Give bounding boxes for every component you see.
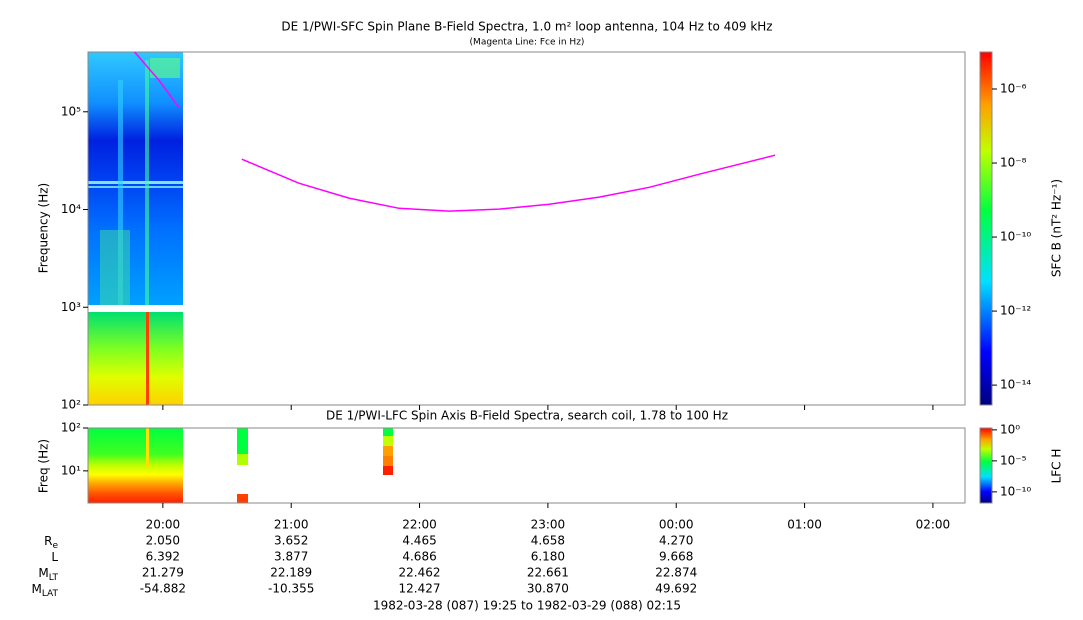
ephemeris-value: 4.270 — [659, 534, 693, 548]
colorbar-tick-label: 10⁻¹⁰ — [1000, 484, 1031, 498]
ephemeris-label: L — [51, 550, 58, 564]
ephemeris-label: MLT — [38, 566, 58, 583]
ephemeris-value: -54.882 — [140, 582, 186, 596]
y-axis-label: Freq (Hz) — [37, 439, 51, 493]
ephemeris-value: 3.877 — [274, 550, 308, 564]
colorbar — [980, 428, 992, 503]
x-tick-label: 00:00 — [659, 518, 694, 532]
y-tick-label: 10⁴ — [61, 202, 81, 216]
chart-title: DE 1/PWI-SFC Spin Plane B-Field Spectra,… — [281, 20, 772, 34]
ephemeris-value: 2.050 — [146, 534, 180, 548]
colorbar-tick-label: 10⁻¹⁰ — [1000, 230, 1031, 244]
y-tick-label: 10² — [61, 398, 81, 412]
time-range: 1982-03-28 (087) 19:25 to 1982-03-29 (08… — [373, 599, 681, 613]
x-tick-label: 20:00 — [146, 518, 181, 532]
ephemeris-sub: LAT — [42, 589, 59, 599]
x-tick-label: 02:00 — [916, 518, 951, 532]
ephemeris-value: 6.180 — [531, 550, 565, 564]
ephemeris-sub: e — [52, 541, 58, 551]
colorbar-label: SFC B (nT² Hz⁻¹) — [1050, 179, 1064, 277]
y-tick-label: 10² — [61, 421, 81, 435]
ephemeris-value: 22.462 — [399, 566, 441, 580]
y-axis-label: Frequency (Hz) — [37, 183, 51, 274]
ephemeris-value: 6.392 — [146, 550, 180, 564]
ephemeris-value: -10.355 — [268, 582, 314, 596]
ephemeris-value: 3.652 — [274, 534, 308, 548]
x-tick-label: 23:00 — [531, 518, 566, 532]
colorbar-tick-label: 10⁻¹² — [1000, 304, 1031, 318]
ephemeris-value: 49.692 — [655, 582, 697, 596]
chart-subtitle: (Magenta Line: Fce in Hz) — [470, 38, 585, 48]
colorbar-tick-label: 10⁰ — [1000, 422, 1020, 436]
x-tick-label: 22:00 — [402, 518, 437, 532]
ephemeris-sub: LT — [49, 573, 59, 583]
colorbar-tick-label: 10⁻¹⁴ — [1000, 378, 1031, 392]
ephemeris-name: M — [31, 582, 41, 596]
ephemeris-value: 12.427 — [399, 582, 441, 596]
ephemeris-value: 4.658 — [531, 534, 565, 548]
plot-frame — [87, 51, 966, 406]
chart-title: DE 1/PWI-LFC Spin Axis B-Field Spectra, … — [326, 409, 728, 423]
x-tick-label: 21:00 — [274, 518, 309, 532]
colorbar-tick-label: 10⁻⁸ — [1000, 156, 1027, 170]
ephemeris-value: 4.686 — [402, 550, 436, 564]
y-tick-label: 10⁵ — [61, 104, 81, 118]
ephemeris-value: 4.465 — [402, 534, 436, 548]
ephemeris-value: 22.874 — [655, 566, 697, 580]
ephemeris-name: M — [38, 566, 48, 580]
plot-frame — [87, 427, 966, 504]
colorbar-frame — [979, 51, 993, 406]
ephemeris-value: 30.870 — [527, 582, 569, 596]
colorbar-tick-label: 10⁻⁶ — [1000, 82, 1027, 96]
spectrogram-image — [88, 52, 393, 503]
ephemeris-label: Re — [44, 534, 58, 551]
ephemeris-value: 22.661 — [527, 566, 569, 580]
x-tick-label: 01:00 — [787, 518, 822, 532]
y-tick-label: 10³ — [61, 300, 81, 314]
colorbar-tick-label: 10⁻⁵ — [1000, 453, 1027, 467]
y-tick-label: 10¹ — [61, 463, 81, 477]
colorbar — [980, 52, 992, 405]
ephemeris-value: 21.279 — [142, 566, 184, 580]
fce-line — [134, 51, 776, 212]
ephemeris-name: L — [51, 550, 58, 564]
ephemeris-value: 22.189 — [270, 566, 312, 580]
ephemeris-name: R — [44, 534, 52, 548]
ephemeris-value: 9.668 — [659, 550, 693, 564]
ephemeris-label: MLAT — [31, 582, 58, 599]
colorbar-label: LFC H — [1050, 449, 1064, 484]
colorbar-frame — [979, 427, 993, 504]
